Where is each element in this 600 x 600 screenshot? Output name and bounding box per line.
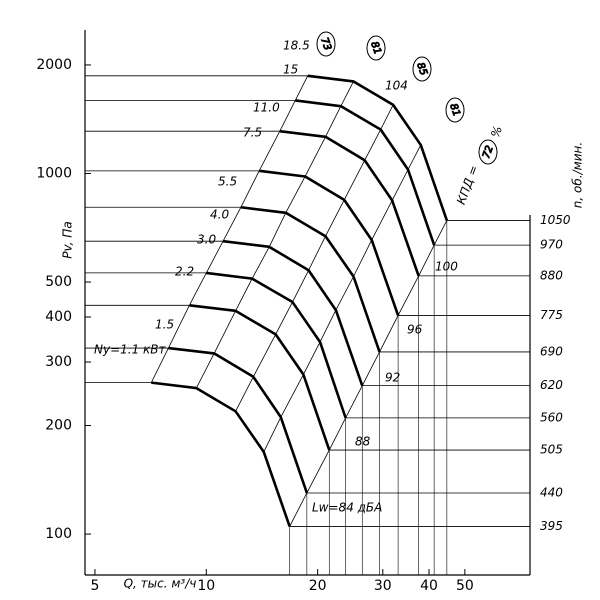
noise-label: 92	[385, 371, 400, 385]
y-tick-label: 400	[45, 309, 72, 325]
performance-curve	[279, 129, 420, 277]
efficiency-label: 85	[414, 61, 429, 77]
x-tick-label: 5	[90, 578, 99, 594]
efficiency-label: 81	[447, 102, 462, 118]
efficiency-circle	[316, 31, 336, 57]
rpm-label: 440	[540, 485, 563, 499]
noise-label: 88	[355, 435, 371, 449]
power-label: 5.5	[218, 175, 237, 189]
y-tick-label: 200	[45, 418, 72, 434]
y-tick-label: 100	[45, 526, 72, 542]
rpm-label: 775	[540, 308, 563, 322]
performance-curve	[189, 303, 331, 451]
system-line	[235, 104, 394, 412]
power-label: 11.0	[253, 101, 280, 115]
x-tick-label: 10	[197, 578, 215, 594]
noise-label: 96	[407, 323, 423, 337]
power-label: Ny=1.1 кВт	[94, 343, 167, 357]
noise-label: Lw=84 дБА	[312, 501, 382, 515]
power-labels: 18.5 15 11.0 7.5 5.5 4.0 3.0 2.2 1.5 Ny=…	[94, 39, 310, 357]
efficiency-label: 72	[481, 144, 496, 160]
y-tick-label: 2000	[36, 57, 72, 73]
power-label: 7.5	[243, 126, 262, 140]
y-tick-label: 500	[45, 274, 72, 290]
performance-curve	[295, 99, 436, 246]
power-label: 2.2	[175, 265, 194, 279]
performance-curve	[307, 74, 449, 221]
performance-curve	[240, 205, 381, 353]
y2-axis-title: n, об./мин.	[571, 142, 585, 208]
rpm-label: 970	[540, 238, 563, 252]
efficiency-label: 73	[318, 36, 333, 52]
efficiency-circle	[366, 35, 386, 61]
rpm-label: 880	[540, 268, 563, 282]
efficiency-unit: %	[488, 124, 505, 140]
rpm-label: 690	[540, 344, 563, 358]
system-line	[196, 81, 354, 389]
performance-curve	[259, 169, 400, 316]
rpm-label: 620	[540, 378, 563, 392]
rpm-label: 505	[540, 443, 563, 457]
y-tick-label: 1000	[36, 165, 72, 181]
performance-curve	[222, 239, 364, 387]
y-tick-label: 300	[45, 354, 72, 370]
system-line	[263, 144, 422, 453]
efficiency-circle	[445, 97, 465, 123]
rpm-label: 395	[540, 519, 563, 533]
efficiency-circle	[412, 56, 432, 82]
power-label: 15	[283, 63, 298, 77]
x-tick-label: 40	[420, 578, 438, 594]
power-label: 18.5	[283, 39, 310, 53]
power-label: 1.5	[155, 318, 174, 332]
noise-labels: Lw=84 дБА 88 92 96 100 104	[312, 79, 458, 515]
efficiency-labels: 73 81 85 81 72	[316, 31, 498, 165]
efficiency-circle	[478, 139, 498, 165]
x-tick-label: 20	[309, 578, 327, 594]
y-axis-title: Pv, Па	[61, 221, 75, 258]
x-tick-label: 30	[374, 578, 392, 594]
power-label: 3.0	[197, 233, 216, 247]
power-label: 4.0	[210, 208, 229, 222]
system-line	[289, 220, 448, 527]
x-tick-label: 50	[456, 578, 474, 594]
x-axis-title: Q, тыс. м³/ч	[124, 577, 197, 591]
rpm-label: 560	[540, 410, 563, 424]
efficiency-label: 81	[368, 40, 383, 56]
performance-curve	[151, 381, 291, 527]
noise-label: 104	[385, 79, 408, 93]
performance-curve	[206, 271, 347, 419]
system-line	[150, 75, 309, 383]
performance-curve	[168, 346, 309, 494]
rpm-label: 1050	[540, 213, 571, 227]
